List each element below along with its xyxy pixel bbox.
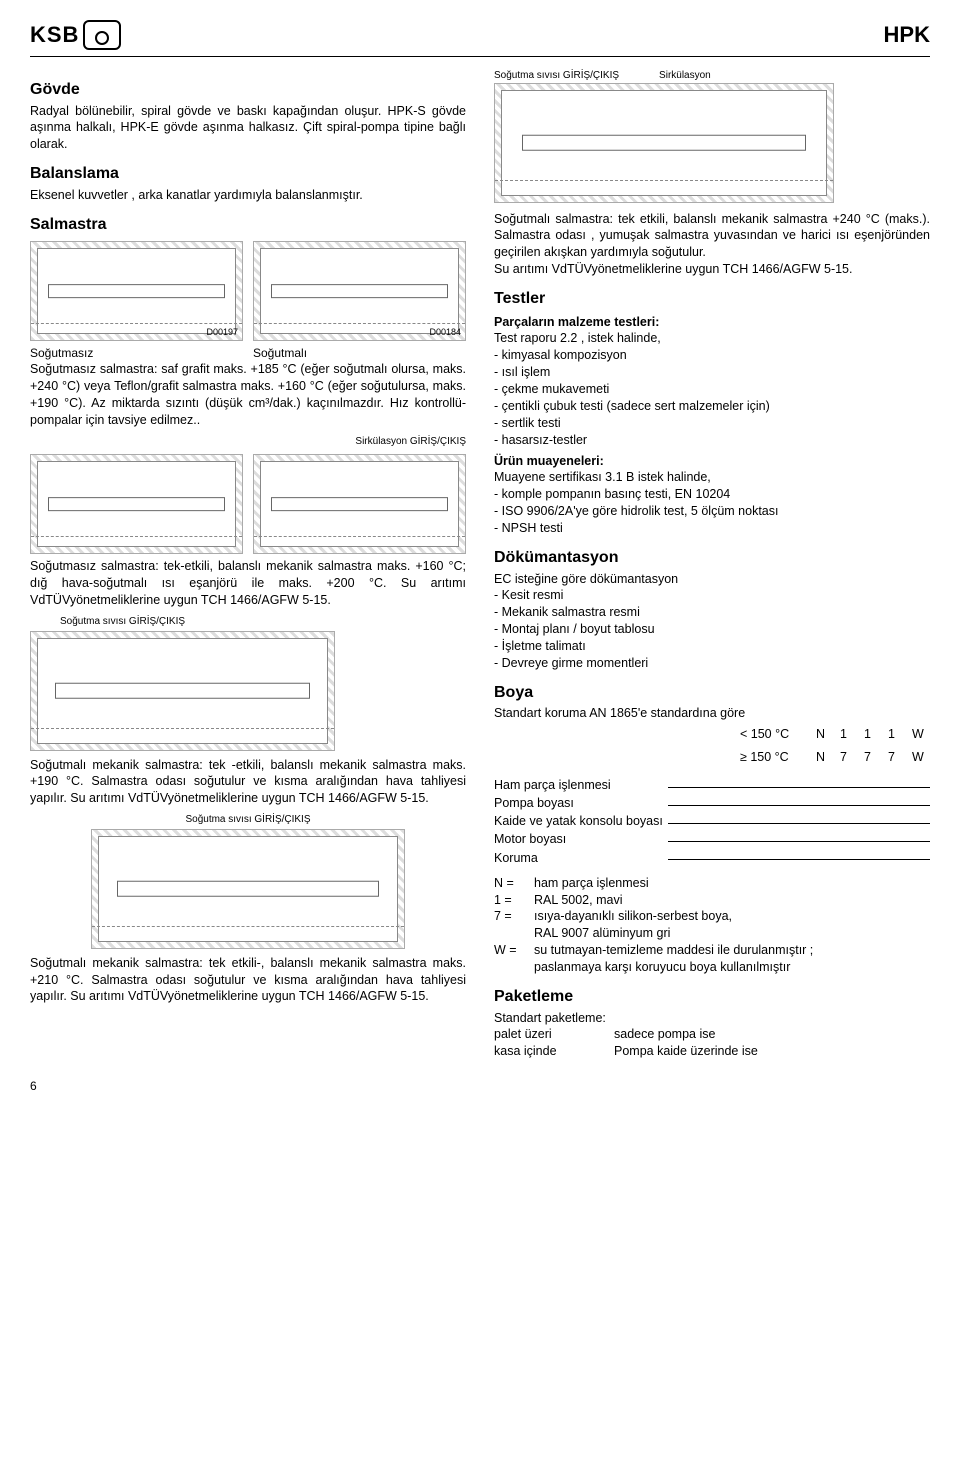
fig3-caption: Soğutma sıvısı GİRİŞ/ÇIKIŞ bbox=[30, 615, 466, 629]
temp-cell: N bbox=[816, 749, 834, 766]
paket-std: Standart paketleme: bbox=[494, 1010, 930, 1027]
section-balanslama-title: Balanslama bbox=[30, 163, 466, 185]
list-item: sertlik testi bbox=[510, 415, 930, 432]
legend-row: RAL 9007 alüminyum gri bbox=[494, 925, 930, 942]
figure-cooled: D00184 bbox=[253, 241, 466, 341]
page-number: 6 bbox=[30, 1078, 930, 1094]
right-column: Soğutma sıvısı GİRİŞ/ÇIKIŞ Sirkülasyon S… bbox=[494, 69, 930, 1060]
fig-label-right: Soğutmalı bbox=[253, 345, 466, 361]
topfig-caption-right: Sirkülasyon bbox=[659, 69, 711, 83]
salmastra-fig-labels: Soğutmasız Soğutmalı bbox=[30, 345, 466, 361]
salmastra-fig-row-1: D00197 D00184 bbox=[30, 241, 466, 341]
brand-logo: KSB bbox=[30, 20, 121, 50]
temp-cell: W bbox=[912, 749, 930, 766]
legend-row: paslanmaya karşı koruyucu boya kullanılm… bbox=[494, 959, 930, 976]
testler-list1: kimyasal kompozisyon ısıl işlem çekme mu… bbox=[494, 347, 930, 448]
paket-row: kasa içinde Pompa kaide üzerinde ise bbox=[494, 1043, 930, 1060]
figure-uncooled: D00197 bbox=[30, 241, 243, 341]
legend-row: W =su tutmayan-temizleme maddesi ile dur… bbox=[494, 942, 930, 959]
temp-cell: W bbox=[912, 726, 930, 743]
section-salmastra-title: Salmastra bbox=[30, 214, 466, 236]
logo-icon bbox=[83, 20, 121, 50]
temp-cell: 7 bbox=[888, 749, 906, 766]
temp-cell: 1 bbox=[864, 726, 882, 743]
section-dokum-title: Dökümantasyon bbox=[494, 547, 930, 569]
legend-row: 1 =RAL 5002, mavi bbox=[494, 892, 930, 909]
dokum-list: Kesit resmi Mekanik salmastra resmi Mont… bbox=[494, 587, 930, 671]
list-item: İşletme talimatı bbox=[510, 638, 930, 655]
boya-code-item: Koruma bbox=[494, 849, 930, 867]
testler-sub1: Parçaların malzeme testleri: bbox=[494, 314, 930, 331]
temp-row-label: ≥ 150 °C bbox=[740, 749, 810, 766]
temp-cell: 1 bbox=[888, 726, 906, 743]
boya-legend: N =ham parça işlenmesi 1 =RAL 5002, mavi… bbox=[494, 875, 930, 976]
temp-row-label: < 150 °C bbox=[740, 726, 810, 743]
salmastra-p1: Soğutmasız salmastra: saf grafit maks. +… bbox=[30, 361, 466, 429]
salmastra-p4: Soğutmalı mekanik salmastra: tek etkili-… bbox=[30, 955, 466, 1006]
figure-mech-1b bbox=[253, 454, 466, 554]
right-topfig-captions: Soğutma sıvısı GİRİŞ/ÇIKIŞ Sirkülasyon bbox=[494, 69, 930, 83]
list-item: NPSH testi bbox=[510, 520, 930, 537]
list-item: Devreye girme momentleri bbox=[510, 655, 930, 672]
list-item: ısıl işlem bbox=[510, 364, 930, 381]
paket-row: palet üzeri sadece pompa ise bbox=[494, 1026, 930, 1043]
dokum-line: EC isteğine göre dökümantasyon bbox=[494, 571, 930, 588]
list-item: Montaj planı / boyut tablosu bbox=[510, 621, 930, 638]
logo-text: KSB bbox=[30, 20, 79, 50]
boya-code-item: Ham parça işlenmesi bbox=[494, 776, 930, 794]
legend-row: 7 =ısıya-dayanıklı silikon-serbest boya, bbox=[494, 908, 930, 925]
content-columns: Gövde Radyal bölünebilir, spiral gövde v… bbox=[30, 69, 930, 1060]
fig-label-left: Soğutmasız bbox=[30, 345, 243, 361]
figure-id: D00197 bbox=[206, 326, 238, 338]
figure-mech-2 bbox=[30, 631, 335, 751]
figure-mech-1a bbox=[30, 454, 243, 554]
temp-cell: N bbox=[816, 726, 834, 743]
fig4-caption: Soğutma sıvısı GİRİŞ/ÇIKIŞ bbox=[30, 813, 466, 827]
left-column: Gövde Radyal bölünebilir, spiral gövde v… bbox=[30, 69, 466, 1060]
section-paket-title: Paketleme bbox=[494, 986, 930, 1008]
temp-cell: 1 bbox=[840, 726, 858, 743]
section-govde-body: Radyal bölünebilir, spiral gövde ve bask… bbox=[30, 103, 466, 154]
legend-row: N =ham parça işlenmesi bbox=[494, 875, 930, 892]
salmastra-p3: Soğutmalı mekanik salmastra: tek -etkili… bbox=[30, 757, 466, 808]
figure-right-top bbox=[494, 83, 834, 203]
testler-line1: Test raporu 2.2 , istek halinde, bbox=[494, 330, 930, 347]
boya-code-lines: Ham parça işlenmesi Pompa boyası Kaide v… bbox=[494, 776, 930, 867]
boya-std: Standart koruma AN 1865'e standardına gö… bbox=[494, 705, 930, 722]
section-testler-title: Testler bbox=[494, 288, 930, 310]
boya-code-item: Motor boyası bbox=[494, 830, 930, 848]
temp-cell: 7 bbox=[864, 749, 882, 766]
list-item: hasarsız-testler bbox=[510, 432, 930, 449]
testler-sub2: Ürün muayeneleri: bbox=[494, 453, 930, 470]
list-item: Mekanik salmastra resmi bbox=[510, 604, 930, 621]
product-code: HPK bbox=[884, 20, 930, 50]
list-item: Kesit resmi bbox=[510, 587, 930, 604]
boya-code-item: Kaide ve yatak konsolu boyası bbox=[494, 812, 930, 830]
boya-code-item: Pompa boyası bbox=[494, 794, 930, 812]
topfig-caption-left: Soğutma sıvısı GİRİŞ/ÇIKIŞ bbox=[494, 69, 619, 83]
figure-mech-3 bbox=[91, 829, 405, 949]
section-govde-title: Gövde bbox=[30, 79, 466, 101]
list-item: çentikli çubuk testi (sadece sert malzem… bbox=[510, 398, 930, 415]
right-top-body: Soğutmalı salmastra: tek etkili, balansl… bbox=[494, 211, 930, 279]
testler-list2: komple pompanın basınç testi, EN 10204 I… bbox=[494, 486, 930, 537]
fig2-caption: Sirkülasyon GİRİŞ/ÇIKIŞ bbox=[30, 435, 466, 449]
salmastra-p2: Soğutmasız salmastra: tek-etkili, balans… bbox=[30, 558, 466, 609]
figure-id: D00184 bbox=[429, 326, 461, 338]
salmastra-fig-row-2 bbox=[30, 454, 466, 554]
page-header: KSB HPK bbox=[30, 20, 930, 57]
list-item: çekme mukavemeti bbox=[510, 381, 930, 398]
list-item: ISO 9906/2A'ye göre hidrolik test, 5 ölç… bbox=[510, 503, 930, 520]
testler-line2: Muayene sertifikası 3.1 B istek halinde, bbox=[494, 469, 930, 486]
boya-temp-grid: < 150 °C N 1 1 1 W ≥ 150 °C N 7 7 7 W bbox=[740, 726, 930, 766]
section-balanslama-body: Eksenel kuvvetler , arka kanatlar yardım… bbox=[30, 187, 466, 204]
section-boya-title: Boya bbox=[494, 682, 930, 704]
list-item: komple pompanın basınç testi, EN 10204 bbox=[510, 486, 930, 503]
list-item: kimyasal kompozisyon bbox=[510, 347, 930, 364]
temp-cell: 7 bbox=[840, 749, 858, 766]
